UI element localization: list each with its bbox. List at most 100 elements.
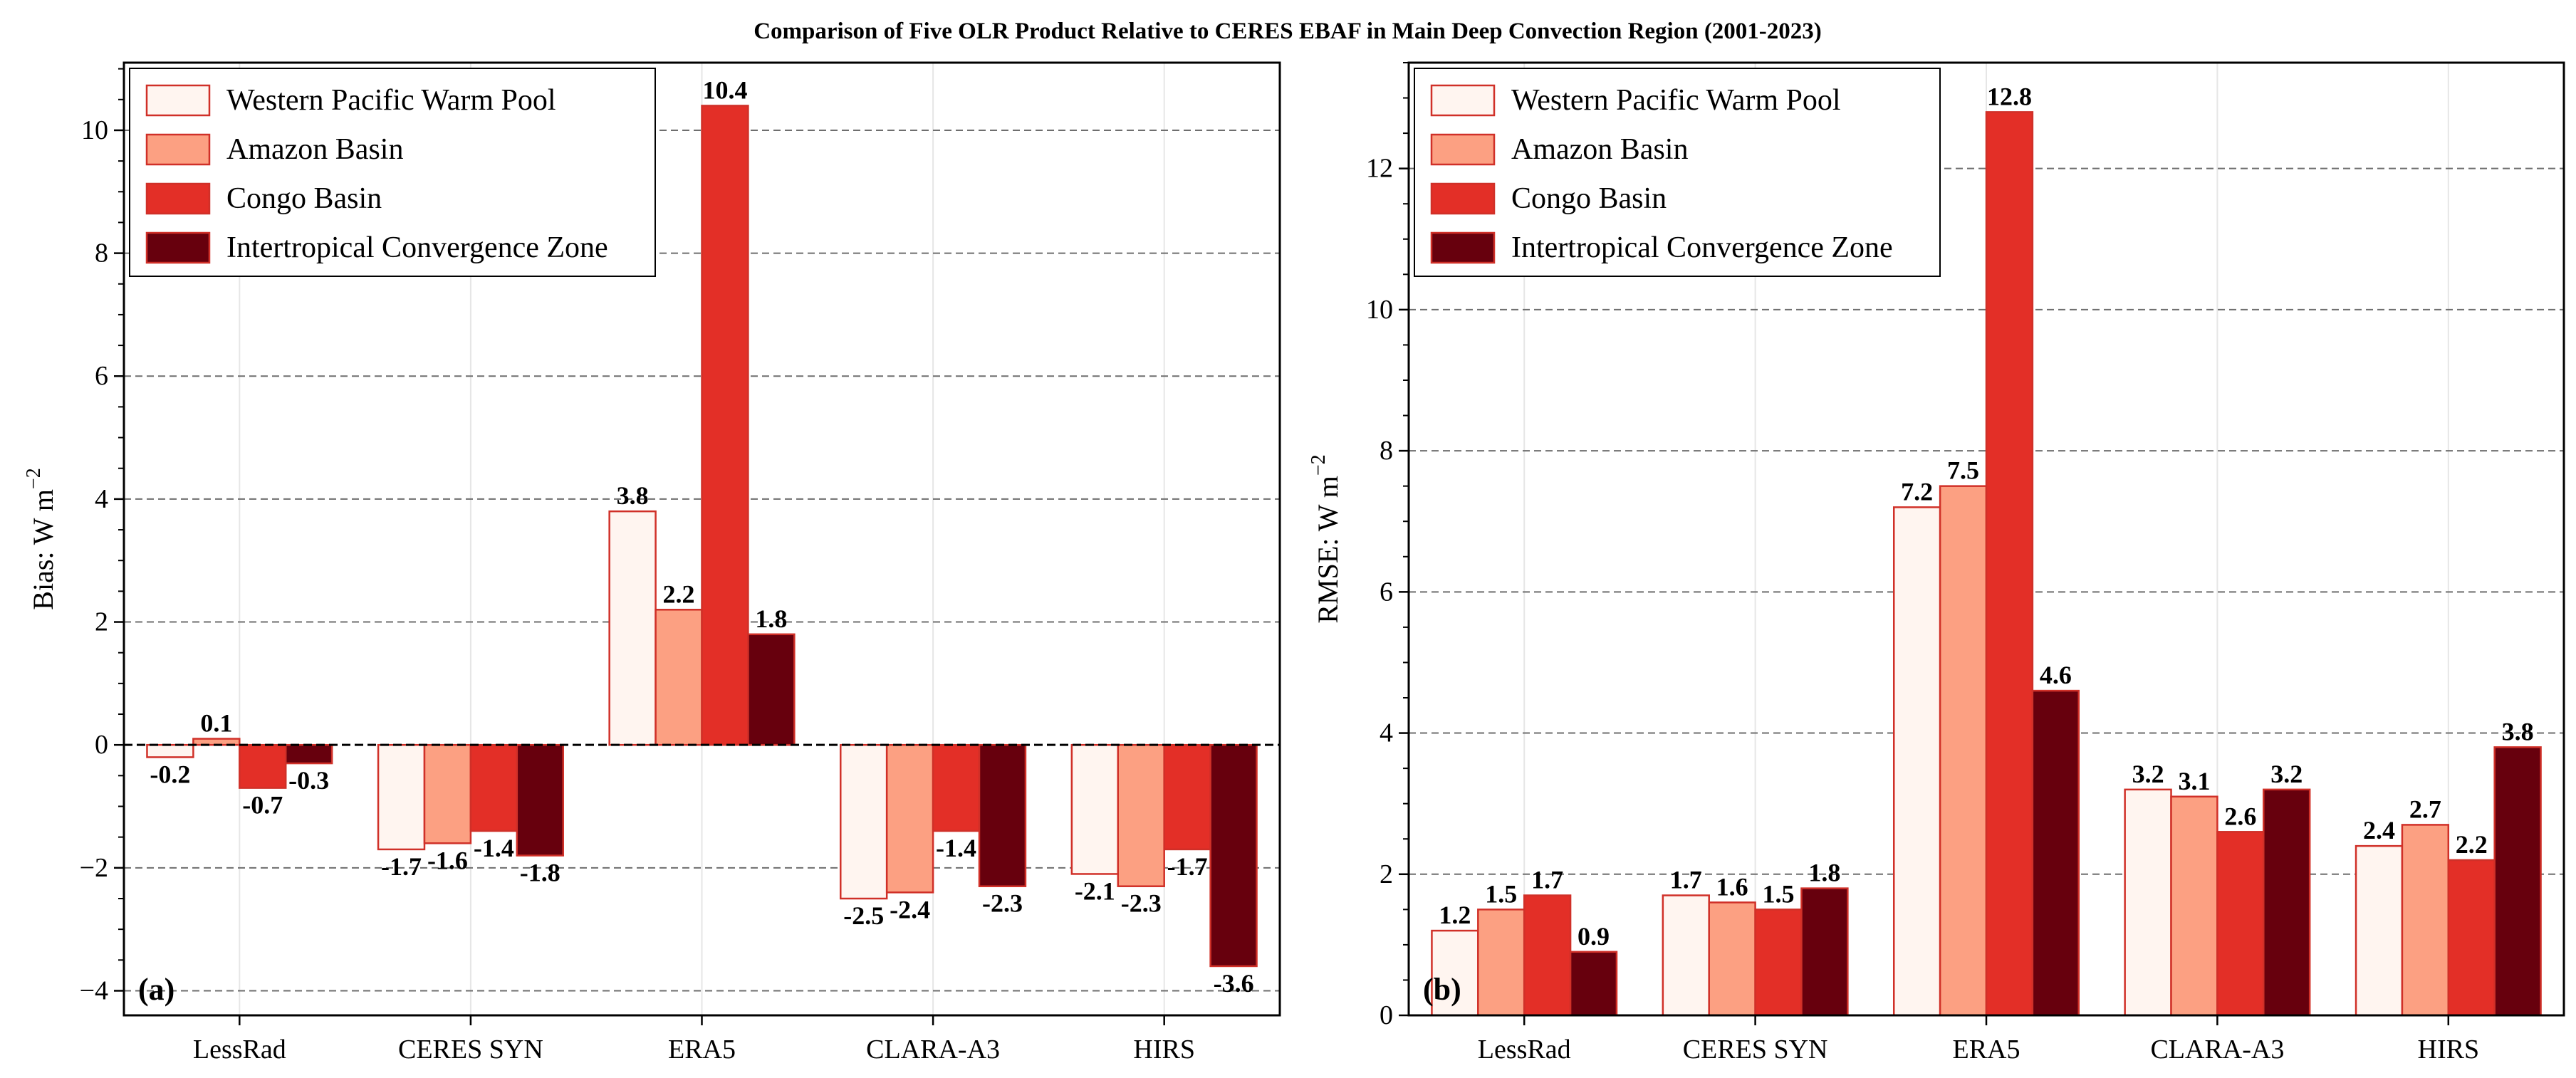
bar-value-label: -0.2 [150,760,190,788]
bar-value-label: 3.1 [2178,767,2210,795]
bar [2031,689,2080,1017]
bar-value-label: 2.7 [2409,795,2441,823]
y-tick-label: 12 [1366,154,1393,184]
y-tick-label: 6 [1380,577,1393,607]
bar-value-label: 10.4 [702,75,747,104]
bar [239,743,287,789]
bar [1163,743,1211,851]
bar-value-label: -2.3 [1121,889,1162,918]
y-tick-label: −2 [80,853,108,883]
bar [1892,506,1941,1017]
bar [1985,111,2034,1017]
bar [747,633,796,746]
bar-value-label: -2.4 [890,895,930,923]
bar [2170,795,2218,1017]
bar [701,105,749,746]
bar [469,743,518,832]
bar [840,743,888,900]
legend-box [1414,68,1941,277]
bar [284,743,333,765]
y-axis-label-unit-exponent: −2 [23,468,45,489]
bar-value-label: 1.8 [755,605,787,633]
x-tick-label: CERES SYN [398,1035,543,1064]
bar-value-label: 7.2 [1901,477,1933,506]
bar-value-label: 2.6 [2224,802,2256,830]
legend-swatch [1430,84,1496,117]
y-tick-label: 10 [81,115,108,145]
x-tick-label: HIRS [1133,1035,1195,1064]
bar-value-label: -3.6 [1214,969,1254,998]
bar [2401,824,2450,1017]
bar-value-label: 3.2 [2270,760,2303,788]
bar [1939,485,1988,1017]
bar-value-label: 1.5 [1763,879,1795,908]
y-tick-label: 10 [1366,295,1393,325]
bar-value-label: 4.6 [2040,661,2072,689]
bar [146,743,194,758]
bar-value-label: 2.4 [2363,816,2395,844]
bar-value-label: 1.2 [1439,901,1471,929]
bar-value-label: -1.6 [427,846,468,874]
y-tick-label: 6 [95,361,108,391]
bar [885,743,934,894]
legend-box [129,68,656,277]
legend-entry-label: Intertropical Convergence Zone [1511,231,1893,264]
y-tick-label: 2 [1380,859,1393,889]
bar-value-label: 3.2 [2132,760,2164,788]
bar [377,743,426,851]
legend-entry-label: Intertropical Convergence Zone [226,231,608,264]
bar-value-label: 1.7 [1531,866,1563,894]
x-tick-label: CLARA-A3 [866,1035,1000,1064]
legend-swatch [145,182,211,215]
bar-value-label: 3.8 [2502,717,2534,745]
y-axis-label: Bias: W m−2 [23,468,59,609]
legend-entry-label: Congo Basin [226,182,382,215]
bar-value-label: -1.4 [474,834,514,862]
bar [2263,788,2311,1017]
bar-value-label: 2.2 [2456,830,2488,859]
panel-b-rmse-chart: 0 2 4 6 8 10 12 1.2 1.7 7.2 3.2 2.4 1.5 1.6 7.5 3.1 2.7 1… [1308,61,2565,1064]
bar [608,510,657,746]
plot-frame [1407,61,2565,1017]
bar [1662,894,1710,1017]
bar-value-label: -2.5 [843,901,884,930]
panel-label: (b) [1423,972,1461,1007]
bar [1070,743,1120,875]
bar [1569,951,1618,1017]
y-tick-label: 8 [95,239,108,268]
bar-value-label: -1.4 [936,834,976,862]
x-tick-label: ERA5 [1953,1035,2020,1064]
y-tick-label: 0 [95,730,108,760]
x-tick-label: LessRad [1478,1035,1571,1064]
bar [1209,743,1258,968]
bar-value-label: 1.5 [1485,879,1517,908]
legend-swatch [145,231,211,264]
legend-entry-label: Western Pacific Warm Pool [226,84,556,117]
y-axis-label: RMSE: W m−2 [1308,454,1344,623]
bar [516,743,564,857]
bar [1117,743,1165,887]
bar [1523,894,1572,1017]
bar [2447,859,2496,1017]
bar-value-label: 7.5 [1947,456,1979,485]
bar-value-label: -0.3 [288,766,329,795]
bar [655,609,703,746]
bar-value-label: 0.9 [1578,922,1610,951]
bar [2493,746,2542,1017]
legend-entry-label: Amazon Basin [226,133,403,166]
y-tick-label: 0 [1380,1000,1393,1030]
bar-value-label: 0.1 [200,709,232,738]
bar [2124,788,2172,1017]
y-tick-label: 8 [1380,436,1393,466]
bar-value-label: 3.8 [617,481,649,510]
bar [2216,831,2265,1017]
bar-value-label: 1.8 [1808,859,1840,887]
bar-value-label: -2.1 [1075,876,1115,905]
bar [932,743,981,832]
bar [1754,909,1803,1017]
legend-swatch [1430,231,1496,264]
bar-value-label: -1.7 [381,852,422,881]
y-tick-label: 4 [95,484,108,514]
panel-label: (a) [138,972,174,1007]
